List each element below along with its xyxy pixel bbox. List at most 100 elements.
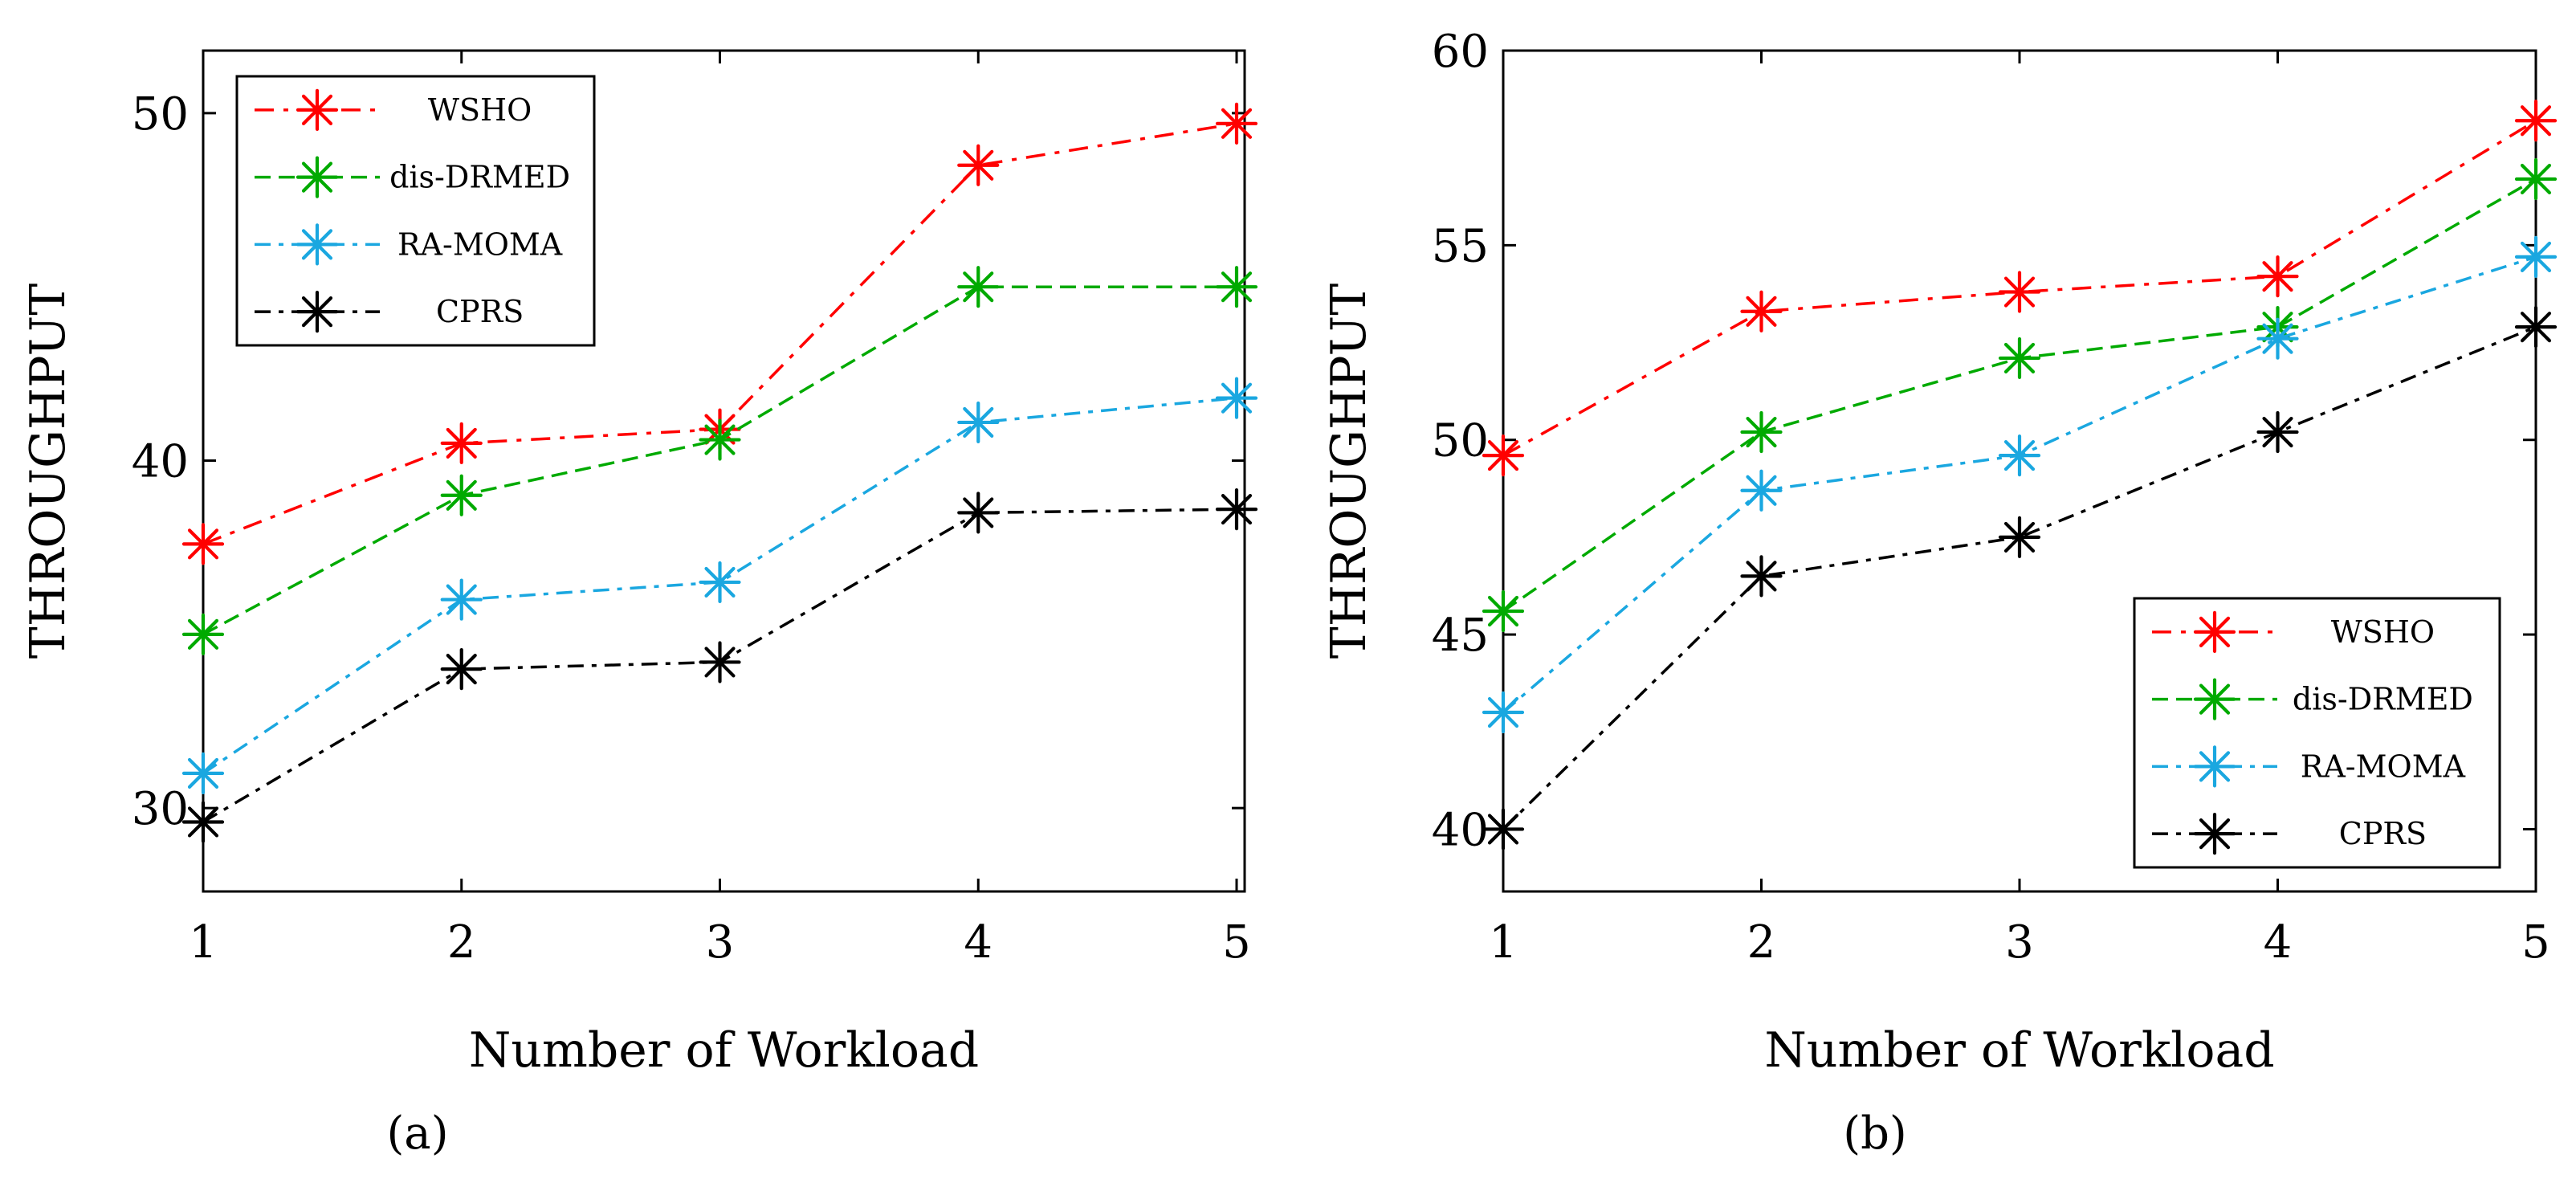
data-point — [181, 523, 225, 565]
caption-b: (b) — [1843, 1108, 1907, 1160]
y-tick-label: 30 — [132, 783, 189, 835]
x-tick-label: 1 — [189, 916, 218, 969]
data-point — [699, 641, 741, 683]
legend-entry: WSHO — [2152, 610, 2435, 653]
data-point — [1215, 487, 1258, 531]
data-point — [1482, 589, 1525, 633]
legend-label: CPRS — [436, 294, 524, 329]
data-point — [181, 752, 225, 795]
data-point — [1740, 469, 1783, 512]
data-point — [440, 578, 483, 621]
legend-label: dis-DRMED — [2293, 682, 2473, 717]
data-point — [1215, 102, 1258, 145]
series-dis-DRMED — [1482, 157, 2558, 633]
y-tick-label: 55 — [1432, 220, 1489, 272]
x-axis-label: Number of Workload — [469, 1022, 979, 1079]
data-point — [1215, 377, 1258, 419]
legend-entry: dis-DRMED — [255, 156, 570, 198]
legend-marker — [296, 156, 339, 198]
legend-entry: CPRS — [2152, 813, 2427, 855]
legend-label: WSHO — [2331, 614, 2435, 650]
legend: WSHO dis-DRMED RA-MOMA CPRS — [235, 75, 596, 347]
y-tick-label: 40 — [1432, 804, 1489, 856]
data-point — [699, 561, 741, 604]
x-axis-label: Number of Workload — [1764, 1022, 2274, 1079]
legend-marker — [296, 88, 339, 131]
legend-label: dis-DRMED — [389, 160, 570, 195]
data-point — [1482, 434, 1525, 477]
legend-marker — [2193, 678, 2236, 720]
data-point — [957, 144, 1000, 186]
legend-entry: RA-MOMA — [255, 223, 563, 266]
data-point — [1482, 691, 1525, 734]
x-tick-label: 4 — [964, 916, 992, 969]
y-axis-label: THROUGHPUT — [20, 284, 76, 659]
data-point — [440, 422, 483, 464]
legend-label: RA-MOMA — [397, 226, 563, 262]
x-tick-label: 5 — [1222, 916, 1251, 969]
legend-marker — [296, 291, 339, 333]
data-point — [957, 401, 1000, 444]
data-point — [1740, 410, 1783, 454]
y-tick-label: 40 — [132, 436, 189, 488]
plot-frame-a — [202, 49, 1246, 893]
series-CPRS — [181, 487, 1258, 843]
legend-entry: WSHO — [255, 88, 532, 131]
data-point — [1998, 337, 2041, 380]
caption-a: (a) — [386, 1108, 448, 1160]
legend-marker — [2193, 745, 2236, 788]
legend-frame — [2133, 597, 2501, 869]
series-line — [1502, 119, 2537, 457]
legend-entry: CPRS — [255, 291, 524, 333]
y-tick-label: 60 — [1432, 26, 1489, 78]
x-tick-label: 5 — [2521, 916, 2550, 969]
legend-marker — [296, 223, 339, 266]
data-point — [957, 492, 1000, 534]
legend-label: RA-MOMA — [2301, 749, 2466, 784]
data-point — [1215, 266, 1258, 308]
data-point — [1740, 555, 1783, 598]
x-tick-label: 1 — [1489, 916, 1518, 969]
legend: WSHO dis-DRMED RA-MOMA CPRS — [2133, 597, 2501, 869]
data-point — [699, 418, 741, 461]
data-point — [2514, 157, 2558, 201]
data-point — [1740, 290, 1783, 332]
x-tick-label: 3 — [2005, 916, 2034, 969]
y-tick-label: 45 — [1432, 610, 1489, 662]
x-tick-label: 4 — [2264, 916, 2293, 969]
data-point — [181, 613, 225, 655]
legend-label: WSHO — [428, 92, 532, 128]
data-point — [1998, 434, 2041, 477]
series-WSHO — [1482, 100, 2558, 477]
data-point — [440, 648, 483, 691]
data-point — [2514, 306, 2558, 349]
y-tick-label: 50 — [132, 88, 189, 141]
y-axis-label: THROUGHPUT — [1321, 284, 1377, 659]
data-point — [440, 474, 483, 516]
y-tick-label: 50 — [1432, 415, 1489, 467]
data-point — [2256, 410, 2299, 454]
data-point — [2256, 317, 2299, 360]
chart-a: 1 2 3 4 5 30 40 50 Number of Workload THROUGHPUT W… — [20, 49, 1258, 1079]
series-line — [202, 396, 1237, 775]
data-point — [2514, 100, 2558, 142]
legend-label: CPRS — [2339, 816, 2427, 851]
data-point — [2514, 235, 2558, 279]
series-CPRS — [1482, 306, 2558, 851]
series-RA-MOMA — [181, 377, 1258, 795]
data-point — [1482, 808, 1525, 851]
series-RA-MOMA — [1482, 235, 2558, 734]
data-point — [1998, 271, 2041, 313]
legend-marker — [2193, 813, 2236, 855]
x-tick-label: 2 — [447, 916, 476, 969]
series-dis-DRMED — [181, 266, 1258, 655]
legend-frame — [235, 75, 596, 347]
legend-entry: RA-MOMA — [2152, 745, 2466, 788]
legend-entry: dis-DRMED — [2152, 678, 2473, 720]
data-point — [1998, 516, 2041, 559]
x-tick-label: 2 — [1747, 916, 1776, 969]
data-point — [2256, 255, 2299, 298]
data-point — [181, 801, 225, 843]
